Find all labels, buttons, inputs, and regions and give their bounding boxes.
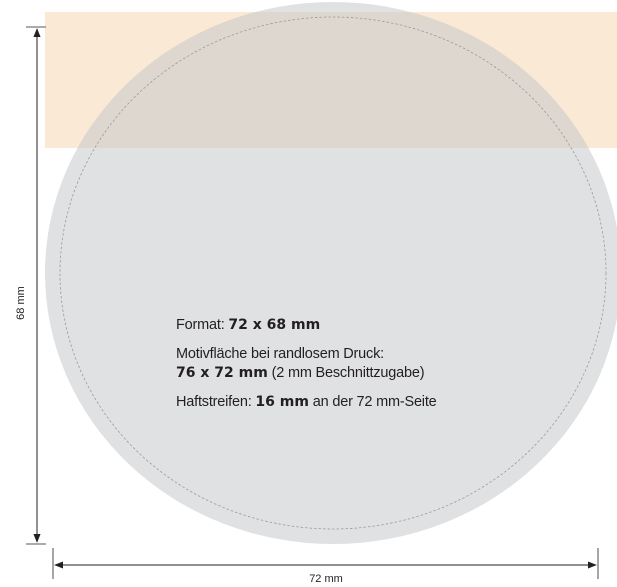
motif-note: (2 mm Beschnittzugabe): [267, 365, 425, 381]
coaster-shape: [45, 2, 617, 544]
strip-note: an der 72 mm-Seite: [308, 394, 437, 410]
specification-text: Format: 72 x 68 mm Motivfläche bei randl…: [176, 316, 576, 412]
format-label: Format:: [176, 317, 229, 333]
motif-line: 76 x 72 mm (2 mm Beschnittzugabe): [176, 364, 576, 383]
strip-value: 16 mm: [255, 394, 309, 410]
motif-label: Motivfläche bei randlosem Druck:: [176, 346, 384, 362]
motif-value: 76 x 72 mm: [176, 365, 268, 381]
format-line: Format: 72 x 68 mm: [176, 316, 576, 335]
strip-line: Haftstreifen: 16 mm an der 72 mm-Seite: [176, 393, 576, 412]
width-label: 72 mm: [309, 573, 343, 585]
strip-label: Haftstreifen:: [176, 394, 256, 410]
format-value: 72 x 68 mm: [228, 317, 321, 333]
cut-line: [59, 16, 607, 530]
height-label: 68 mm: [15, 286, 27, 320]
